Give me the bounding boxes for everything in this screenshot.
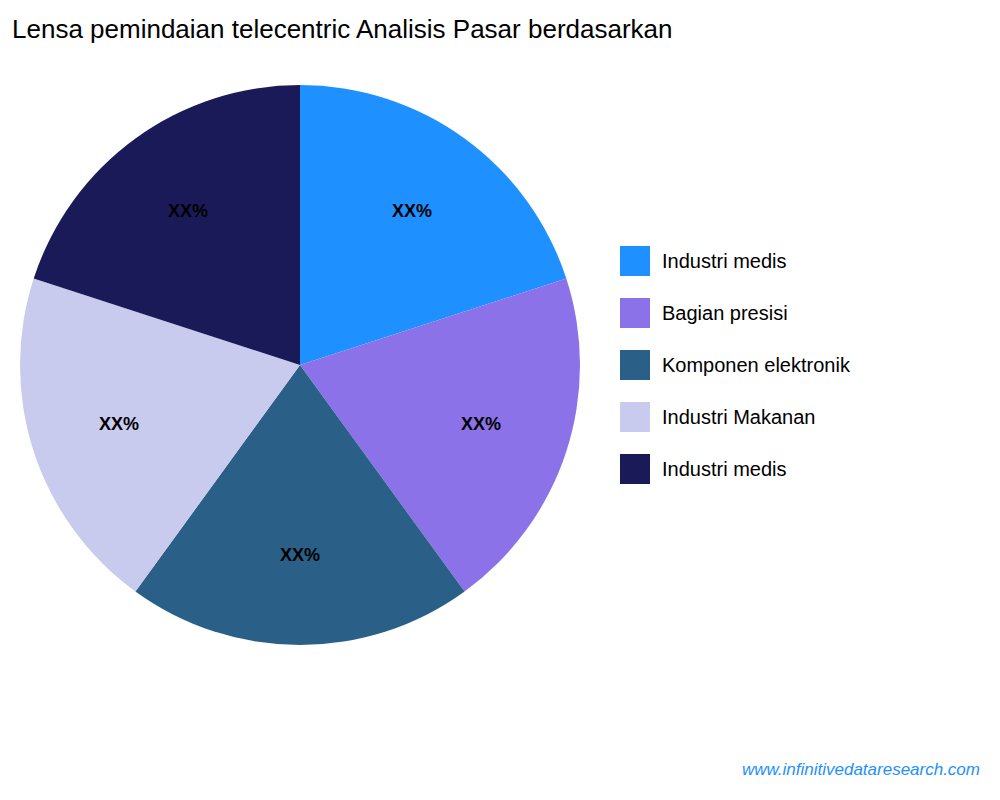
html-text:Bagian presisi: Bagian presisi [662,301,788,324]
html-text:Lensa pemindaian telecentric A: Lensa pemindaian telecentric Analisis Pa… [12,14,673,44]
svg-text:XX%: XX% [392,201,432,221]
html-text:www.infinitivedataresearch.com: www.infinitivedataresearch.com [741,760,980,779]
svg-text:XX%: XX% [99,414,139,434]
svg-text:XX%: XX% [280,545,320,565]
svg-text:XX%: XX% [168,201,208,221]
svg-text:XX%: XX% [461,414,501,434]
html-text:Industri medis: Industri medis [662,249,787,272]
html-text:Industri medis: Industri medis [662,457,787,480]
html-text:Industri Makanan: Industri Makanan [662,405,816,428]
html-text:Komponen elektronik: Komponen elektronik [662,353,850,376]
